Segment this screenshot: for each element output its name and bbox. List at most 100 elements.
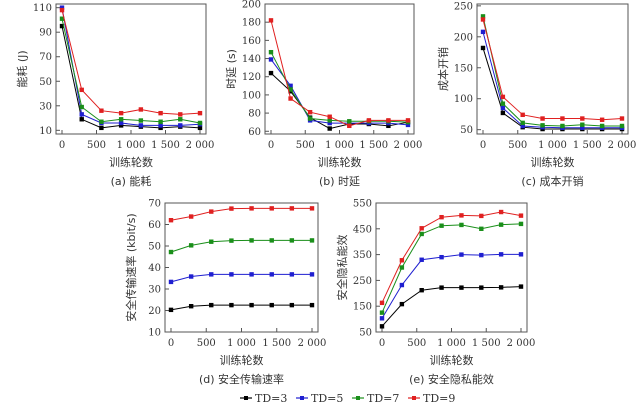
- data-point-TD-7: [399, 265, 405, 270]
- chart-caption: (d) 安全传输速率: [199, 372, 284, 386]
- y-tick-label: 50: [39, 77, 52, 88]
- y-tick-label: 180: [242, 18, 261, 29]
- data-point-TD-7: [560, 123, 565, 129]
- data-point-TD-5: [269, 272, 274, 277]
- data-point-TD-5: [459, 252, 464, 257]
- data-point-TD-9: [289, 206, 295, 211]
- series-line-TD-5: [170, 273, 312, 283]
- data-point-TD-3: [379, 324, 385, 329]
- data-point-TD-5: [59, 5, 65, 10]
- series-line-TD-9: [381, 211, 522, 304]
- series-line-TD-3: [381, 286, 522, 327]
- data-point-TD-7: [168, 249, 174, 255]
- data-point-TD-5: [79, 112, 84, 117]
- x-tick-label: 1 500: [359, 140, 388, 151]
- data-point-TD-3: [99, 125, 104, 131]
- y-tick-label: 350: [353, 250, 372, 261]
- data-point-TD-7: [158, 119, 163, 124]
- y-axis-label: 成本开销: [436, 47, 450, 91]
- legend-label: TD=3: [255, 392, 287, 405]
- data-point-TD-5: [209, 272, 214, 277]
- x-tick-label: 1 500: [151, 140, 180, 151]
- series-line-TD-3: [270, 72, 409, 130]
- data-point-TD-9: [188, 214, 194, 219]
- data-point-TD-5: [379, 316, 385, 321]
- y-tick-label: 200: [242, 0, 261, 11]
- data-point-TD-5: [158, 123, 163, 128]
- x-axis-label: 训练轮数: [109, 155, 153, 169]
- y-tick-label: 200: [454, 32, 473, 43]
- data-point-TD-9: [386, 118, 391, 123]
- data-point-TD-3: [249, 302, 254, 308]
- series-line-TD-7: [61, 18, 201, 124]
- data-point-TD-7: [439, 223, 444, 228]
- data-point-TD-9: [560, 116, 565, 121]
- chart-caption: (b) 时延: [319, 175, 360, 188]
- data-point-TD-7: [327, 118, 332, 123]
- data-point-TD-9: [268, 18, 274, 23]
- chart-panel-b: 60 80 100 120 140 160 180 200 0 500 1 000 1 500 2 00…: [225, 0, 422, 188]
- y-axis-label: 能耗 (J): [15, 50, 29, 87]
- data-point-TD-5: [480, 29, 486, 35]
- x-tick-label: 2 000: [186, 140, 215, 151]
- data-point-TD-3: [188, 304, 194, 309]
- data-point-TD-9: [480, 17, 486, 22]
- y-tick-label: 110: [33, 3, 52, 14]
- data-point-TD-7: [209, 239, 214, 244]
- data-point-TD-7: [289, 238, 295, 243]
- x-tick-label: 1 000: [227, 338, 256, 349]
- y-tick-label: 50: [359, 328, 372, 339]
- y-tick-label: 150: [353, 302, 372, 313]
- data-point-TD-5: [327, 120, 332, 126]
- data-point-TD-9: [399, 258, 405, 263]
- data-point-TD-9: [498, 209, 504, 215]
- x-tick-label: 1 500: [573, 140, 602, 151]
- data-point-TD-9: [366, 118, 372, 123]
- data-point-TD-5: [229, 272, 234, 277]
- x-tick-label: 1 000: [538, 140, 567, 151]
- data-point-TD-9: [419, 226, 424, 231]
- data-point-TD-9: [459, 213, 464, 218]
- chart-caption: (a) 能耗: [111, 174, 152, 188]
- y-tick-label: 140: [242, 54, 261, 65]
- y-tick-label: 30: [148, 285, 161, 296]
- y-axis-label: 安全隐私能效: [335, 235, 349, 301]
- data-point-TD-7: [419, 231, 424, 237]
- data-point-TD-9: [580, 116, 585, 121]
- data-point-TD-3: [158, 125, 163, 131]
- x-tick-label: 500: [407, 338, 426, 349]
- y-tick-label: 70: [39, 52, 52, 63]
- plot-frame: [164, 202, 319, 333]
- data-point-TD-5: [138, 123, 144, 128]
- x-tick-label: 0: [480, 140, 486, 151]
- data-point-TD-9: [79, 87, 84, 93]
- x-tick-label: 2 000: [394, 140, 423, 151]
- data-point-TD-9: [288, 96, 293, 101]
- data-point-TD-9: [479, 213, 484, 219]
- data-point-TD-3: [419, 288, 424, 293]
- data-point-TD-7: [379, 310, 385, 315]
- y-tick-label: 50: [460, 125, 473, 136]
- data-point-TD-3: [479, 285, 484, 290]
- data-point-TD-9: [540, 116, 545, 121]
- legend-label: TD=5: [311, 392, 343, 405]
- legend-swatch-marker: [412, 396, 416, 400]
- series-line-TD-9: [170, 207, 312, 221]
- data-point-TD-5: [288, 83, 293, 89]
- chart-caption: (c) 成本开销: [521, 174, 583, 188]
- chart-panel-d: 10 20 30 40 50 60 70 0 500 1 000 1 500 2 000 训练轮数 安全传…: [124, 199, 326, 387]
- data-point-TD-5: [580, 125, 585, 131]
- x-tick-label: 2 000: [608, 140, 637, 151]
- series-line-TD-5: [482, 31, 622, 129]
- data-point-TD-9: [439, 214, 444, 220]
- series-line-TD-3: [61, 25, 201, 129]
- data-point-TD-7: [309, 238, 315, 243]
- data-point-TD-5: [399, 282, 405, 288]
- data-point-TD-9: [379, 300, 385, 306]
- y-tick-label: 250: [454, 1, 473, 12]
- y-tick-label: 40: [148, 263, 161, 274]
- y-tick-label: 80: [248, 109, 261, 120]
- x-tick-label: 0: [268, 140, 274, 151]
- data-point-TD-3: [500, 110, 506, 116]
